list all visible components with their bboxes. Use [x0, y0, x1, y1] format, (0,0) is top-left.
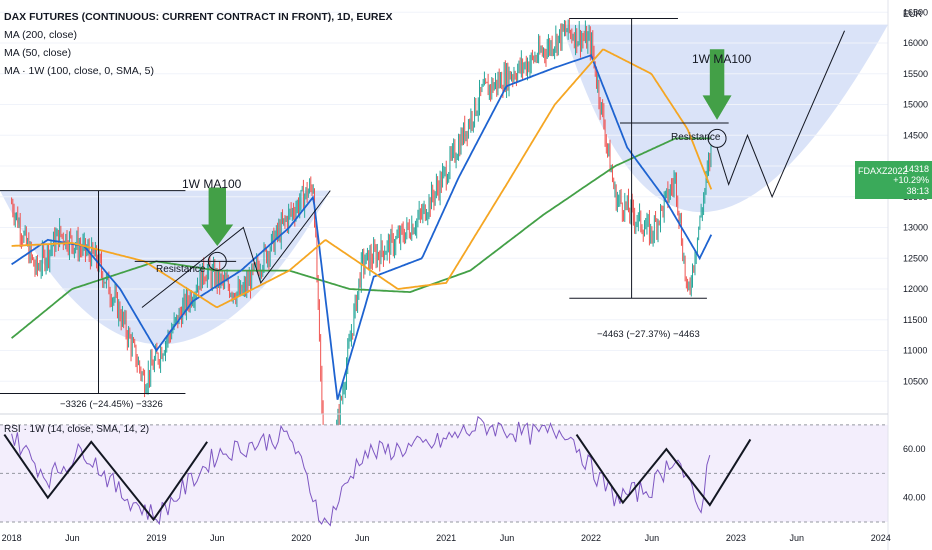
x-tick-label: Jun [789, 533, 804, 543]
y-tick-label: 12000 [903, 284, 928, 294]
x-tick-label: 2022 [581, 533, 601, 543]
indicator-ma200[interactable]: MA (200, close) [4, 29, 77, 41]
y-tick-label: 13000 [903, 223, 928, 233]
currency-label: EUR [903, 9, 923, 19]
y-tick-label: 10500 [903, 376, 928, 386]
x-tick-label: 2020 [291, 533, 311, 543]
ma200-line [11, 137, 712, 339]
rsi-legend[interactable]: RSI · 1W (14, close, SMA, 14, 2) [4, 424, 150, 435]
arrow-down-left [201, 187, 234, 246]
x-tick-label: 2024 [871, 533, 891, 543]
rsi-tick-label: 40.00 [903, 493, 926, 503]
y-tick-label: 16500 [903, 7, 928, 17]
resistance-label-left: Resistance [156, 264, 206, 275]
rsi-tick-label: 60.00 [903, 444, 926, 454]
measure-label-left: −3326 (−24.45%) −3326 [60, 399, 163, 410]
x-tick-label: Jun [355, 533, 370, 543]
price-badge: FDAXZ2022 14318 +10.29% 38:13 [855, 161, 932, 199]
price-badge-countdown: 38:13 [906, 186, 929, 196]
y-tick-label: 12500 [903, 253, 928, 263]
cup-shape-right [562, 24, 888, 213]
x-tick-label: Jun [500, 533, 515, 543]
rsi-line [11, 415, 711, 527]
rsi-zigzag-left [3, 434, 208, 522]
rsi-pane: 40.00 60.00 [0, 415, 926, 527]
annotation-drawings [0, 17, 846, 395]
indicator-ma100w[interactable]: MA · 1W (100, close, 0, SMA, 5) [4, 65, 154, 77]
ma100w-line [11, 48, 713, 309]
projection-path [716, 30, 846, 199]
price-badge-price: 14318 [903, 164, 929, 174]
ma100-label-left: 1W MA100 [182, 177, 242, 191]
y-tick-label: 15000 [903, 100, 928, 110]
rsi-zigzag-right [575, 434, 752, 507]
x-tick-label: 2019 [146, 533, 166, 543]
resistance-label-right: Resistance [671, 132, 721, 143]
measure-label-right: −4463 (−27.37%) −4463 [597, 329, 700, 340]
x-tick-label: 2023 [726, 533, 746, 543]
x-tick-label: 2018 [2, 533, 22, 543]
x-tick-label: 2021 [436, 533, 456, 543]
x-tick-label: Jun [65, 533, 80, 543]
y-tick-label: 11000 [903, 346, 927, 356]
price-badge-change: +10.29% [893, 175, 929, 185]
price-badge-symbol: FDAXZ2022 [858, 166, 908, 176]
x-tick-label: Jun [645, 533, 660, 543]
projection-path-left [141, 190, 331, 308]
cup-shapes [0, 24, 888, 345]
resistance-circle-left [207, 251, 227, 271]
cup-shape-left [0, 190, 331, 345]
resistance-circle-right [707, 128, 727, 148]
y-tick-label: 15500 [903, 69, 928, 79]
ma100-label-right: 1W MA100 [692, 52, 752, 66]
ma-lines [11, 48, 713, 400]
ma50-line [11, 54, 713, 400]
y-tick-label: 14500 [903, 130, 928, 140]
y-tick-label: 11500 [903, 315, 927, 325]
x-tick-label: Jun [210, 533, 225, 543]
y-tick-label: 16000 [903, 38, 928, 48]
chart-legend: DAX FUTURES (CONTINUOUS: CURRENT CONTRAC… [4, 8, 393, 80]
indicator-ma50[interactable]: MA (50, close) [4, 47, 72, 59]
chart-title: DAX FUTURES (CONTINUOUS: CURRENT CONTRAC… [4, 11, 393, 23]
arrow-down-right [702, 49, 732, 120]
